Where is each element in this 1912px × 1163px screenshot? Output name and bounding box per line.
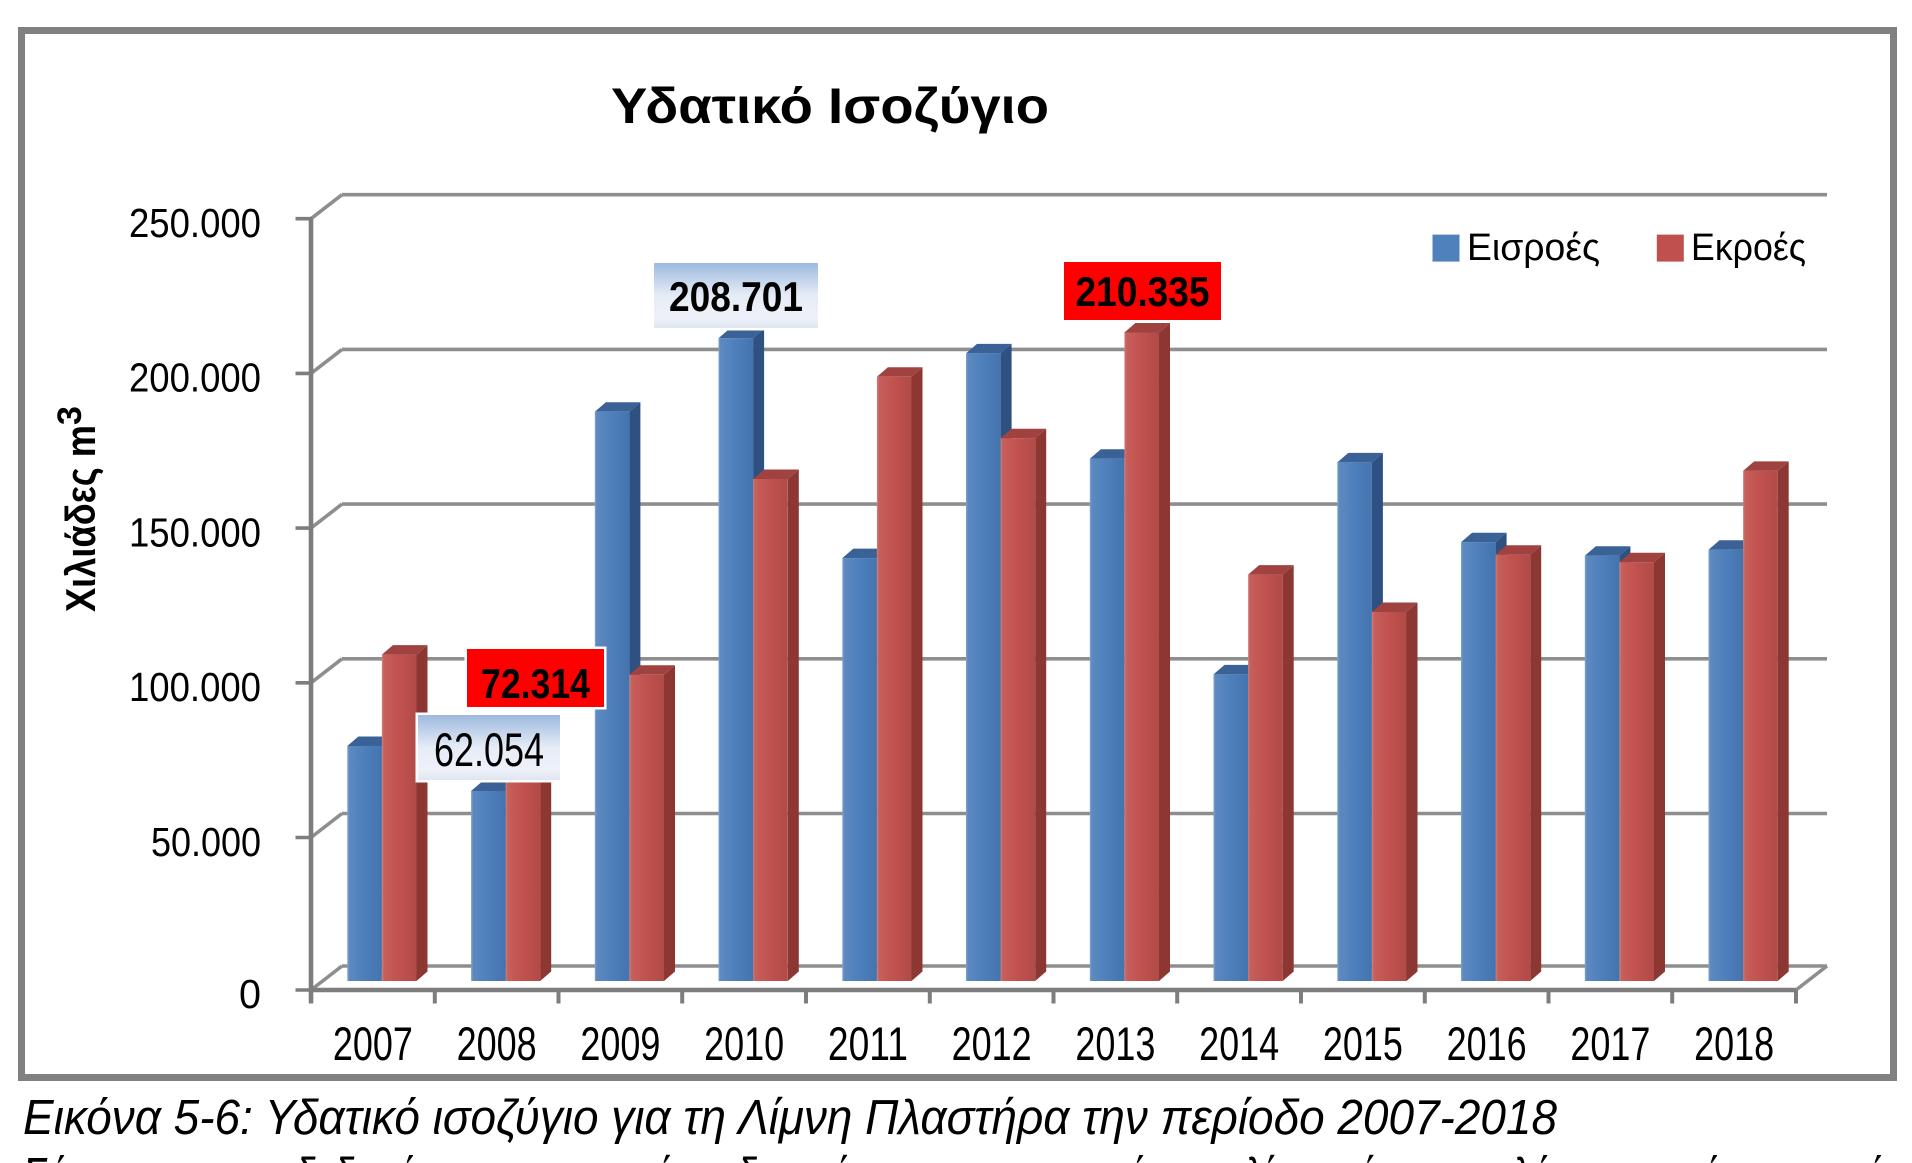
svg-text:2017: 2017: [1570, 1017, 1650, 1070]
svg-text:Χιλιάδες m: Χιλιάδες m: [57, 425, 104, 612]
svg-text:2010: 2010: [704, 1017, 784, 1070]
svg-text:2009: 2009: [580, 1017, 660, 1070]
svg-text:208.701: 208.701: [669, 273, 803, 320]
svg-text:50.000: 50.000: [151, 819, 261, 865]
svg-text:3: 3: [51, 406, 89, 425]
svg-text:2018: 2018: [1694, 1017, 1774, 1070]
svg-text:2008: 2008: [457, 1017, 537, 1070]
svg-text:2007: 2007: [333, 1017, 413, 1070]
svg-text:100.000: 100.000: [129, 664, 261, 710]
svg-text:2011: 2011: [828, 1017, 908, 1070]
svg-text:2013: 2013: [1075, 1017, 1155, 1070]
svg-text:150.000: 150.000: [129, 509, 261, 555]
svg-text:62.054: 62.054: [434, 723, 544, 776]
svg-text:210.335: 210.335: [1076, 268, 1210, 315]
svg-text:2012: 2012: [952, 1017, 1032, 1070]
svg-text:Εικόνα 5-6: Υδατικό ισοζύγιο γ: Εικόνα 5-6: Υδατικό ισοζύγιο για τη Λίμν…: [23, 1091, 1557, 1145]
svg-text:2016: 2016: [1447, 1017, 1527, 1070]
svg-text:200.000: 200.000: [129, 355, 261, 401]
svg-text:0: 0: [239, 971, 261, 1017]
svg-text:Υδατικό Ισοζύγιο: Υδατικό Ισοζύγιο: [611, 78, 1049, 134]
svg-text:Εισροές: Εισροές: [1467, 227, 1600, 269]
svg-text:2015: 2015: [1323, 1017, 1403, 1070]
svg-text:2014: 2014: [1199, 1017, 1279, 1070]
svg-text:250.000: 250.000: [129, 200, 261, 246]
svg-text:72.314: 72.314: [481, 660, 591, 707]
svg-text:Εκροές: Εκροές: [1691, 227, 1806, 269]
svg-text:Σύμφωνα με τα δεδομένα του παρ: Σύμφωνα με τα δεδομένα του παραπάνω διαγ…: [22, 1149, 1900, 1163]
